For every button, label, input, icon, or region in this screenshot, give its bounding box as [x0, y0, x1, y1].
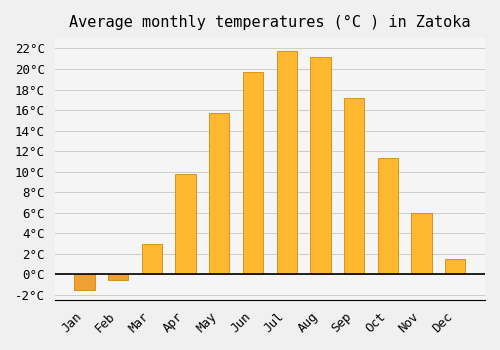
Bar	[108, 274, 128, 280]
Bar	[378, 158, 398, 274]
Bar	[142, 244, 162, 274]
Bar	[74, 274, 94, 290]
Bar	[243, 72, 263, 274]
Bar	[209, 113, 230, 274]
Bar	[276, 51, 297, 274]
Bar	[344, 98, 364, 274]
Bar	[176, 174, 196, 274]
Bar	[412, 213, 432, 274]
Bar	[310, 57, 330, 274]
Title: Average monthly temperatures (°C ) in Zatoka: Average monthly temperatures (°C ) in Za…	[69, 15, 470, 30]
Bar	[445, 259, 466, 274]
